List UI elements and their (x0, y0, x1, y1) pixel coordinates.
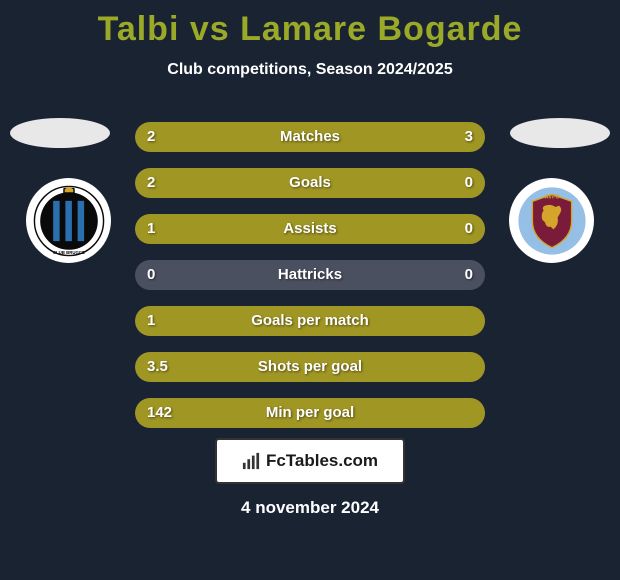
stat-row: 3.5Shots per goal (135, 352, 485, 382)
club-brugge-icon: CLUB BRUGGE (33, 185, 105, 257)
stat-label: Shots per goal (135, 352, 485, 382)
player-avatar-left (10, 118, 110, 148)
aston-villa-icon: AVFC (517, 186, 587, 256)
stat-row: 23Matches (135, 122, 485, 152)
stat-row: 00Hattricks (135, 260, 485, 290)
stat-row: 1Goals per match (135, 306, 485, 336)
stat-label: Min per goal (135, 398, 485, 428)
svg-text:AVFC: AVFC (544, 194, 559, 200)
footer-date: 4 november 2024 (0, 498, 620, 518)
page-title: Talbi vs Lamare Bogarde (0, 0, 620, 49)
subtitle: Club competitions, Season 2024/2025 (0, 61, 620, 79)
club-logo-right: AVFC (509, 178, 594, 263)
stat-label: Goals (135, 168, 485, 198)
chart-icon (242, 452, 260, 470)
brand-text: FcTables.com (266, 451, 378, 471)
stat-row: 10Assists (135, 214, 485, 244)
stat-label: Goals per match (135, 306, 485, 336)
stat-row: 142Min per goal (135, 398, 485, 428)
svg-text:CLUB BRUGGE: CLUB BRUGGE (52, 250, 84, 255)
stat-label: Hattricks (135, 260, 485, 290)
stats-container: 23Matches 20Goals 10Assists 00Hattricks 1Goa… (135, 122, 485, 444)
stat-label: Matches (135, 122, 485, 152)
club-logo-left: CLUB BRUGGE (26, 178, 111, 263)
stat-row: 20Goals (135, 168, 485, 198)
brand-badge[interactable]: FcTables.com (215, 438, 405, 484)
player-avatar-right (510, 118, 610, 148)
stat-label: Assists (135, 214, 485, 244)
